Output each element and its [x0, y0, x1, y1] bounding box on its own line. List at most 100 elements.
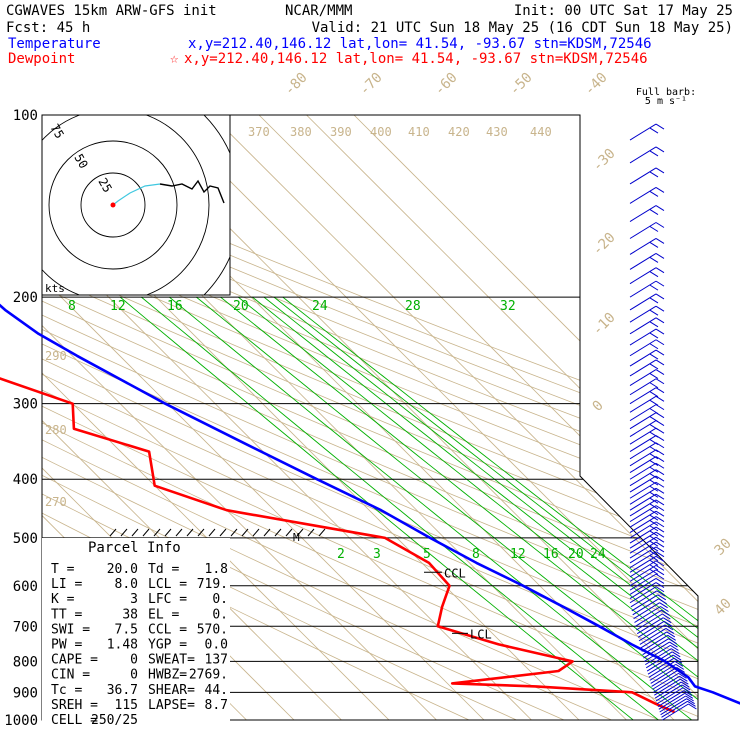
barb-staff	[629, 369, 657, 386]
barb-staff	[629, 521, 657, 539]
hatch-tick	[164, 528, 172, 537]
pressure-label: 300	[13, 397, 38, 413]
barb-staff	[629, 420, 657, 437]
barb-staff	[648, 660, 676, 678]
barb-staff	[629, 487, 657, 505]
barb-flag	[655, 305, 665, 312]
barb-flag	[680, 681, 690, 688]
parcel-row: Tc = 36.7 SHEAR= 44.	[51, 683, 228, 698]
barb-flag	[649, 127, 659, 134]
barb-flag	[655, 280, 665, 287]
barb-staff	[629, 395, 657, 413]
barb-staff	[629, 551, 657, 569]
barb-flag	[655, 222, 665, 228]
barb-flag	[655, 526, 665, 533]
isotherm-line	[163, 115, 698, 720]
parcel-value: 8.7	[205, 698, 228, 713]
barb-flag	[655, 462, 665, 469]
barb-flag	[655, 475, 665, 482]
isotherm-line	[42, 115, 342, 720]
barb-flag	[649, 271, 659, 278]
parcel-key: HWBZ=	[148, 668, 187, 683]
parcel-key: LI =	[51, 577, 82, 592]
valid-time: Valid: 21 UTC Sun 18 May 25 (16 CDT Sun …	[312, 20, 733, 36]
barb-staff	[629, 493, 657, 511]
barb-flag	[662, 617, 672, 624]
dry-adiabat-line	[42, 115, 698, 720]
parcel-row: TT = 38 EL = 0.	[51, 607, 228, 622]
dry-adiabat-line	[42, 115, 660, 720]
barb-flag	[675, 663, 685, 670]
barb-staff	[656, 687, 684, 705]
barb-flag	[655, 186, 665, 193]
mixing-ratio-label: 12	[510, 547, 526, 562]
barb-staff	[637, 620, 665, 638]
wind-barb	[629, 205, 665, 222]
hatch-tick	[131, 528, 139, 537]
theta-label: 280	[45, 423, 67, 437]
barb-flag	[649, 190, 659, 197]
barb-flag	[682, 687, 692, 694]
parcel-value: 0	[130, 653, 138, 668]
hodograph-storm-marker	[110, 202, 116, 208]
barb-flag	[649, 309, 659, 316]
barb-flag	[655, 551, 665, 558]
barb-staff	[649, 663, 677, 681]
barb-flag	[655, 481, 665, 488]
isotherm-line	[211, 115, 698, 720]
wind-barb	[629, 280, 665, 298]
isotherm-label: -80	[282, 70, 311, 99]
barb-staff	[652, 672, 679, 690]
isotherm-label: -50	[507, 70, 536, 99]
barb-flag	[655, 577, 665, 584]
isotherm-line	[0, 115, 9, 720]
barb-staff	[629, 456, 657, 474]
wind-barb	[640, 631, 676, 649]
temperature-profile	[0, 303, 740, 705]
theta-label: 380	[290, 125, 312, 139]
wind-barb	[631, 594, 667, 612]
barb-staff	[629, 546, 657, 564]
dry-adiabat-line	[42, 115, 698, 720]
barb-flag	[655, 505, 665, 512]
barb-flag	[649, 491, 659, 498]
dry-adiabat-line	[42, 115, 698, 720]
barb-flag	[649, 150, 659, 157]
mixing-ratio-label: 16	[167, 299, 183, 314]
mixing-ratio-label: 24	[590, 547, 606, 562]
barb-staff	[629, 516, 657, 533]
barb-staff	[629, 123, 657, 141]
hodograph-ring-label: 25	[95, 176, 114, 196]
isotherm-label: 30	[712, 536, 735, 559]
barb-flag	[655, 237, 665, 244]
wind-barb	[629, 435, 665, 452]
barb-flag	[649, 559, 659, 566]
wind-barb	[644, 644, 679, 662]
barb-flag	[649, 382, 659, 389]
barb-staff	[629, 586, 657, 604]
hatch-tick	[307, 528, 315, 537]
barb-staff	[629, 412, 657, 430]
wind-barb	[629, 505, 665, 523]
barb-flag	[649, 373, 659, 379]
barb-staff	[629, 339, 657, 357]
isotherm-label: -70	[357, 70, 386, 99]
barb-staff	[629, 359, 657, 377]
barb-staff	[635, 609, 662, 627]
theta-label: 420	[448, 125, 470, 139]
parcel-key: CIN =	[51, 668, 90, 683]
barb-flag	[649, 564, 659, 571]
barb-staff	[629, 531, 657, 549]
mixing-ratio-label: 3	[373, 547, 381, 562]
barb-flag	[662, 613, 671, 620]
barb-staff	[629, 560, 657, 578]
barb-staff	[629, 555, 657, 573]
barb-staff	[629, 222, 657, 239]
wind-barb	[654, 681, 690, 699]
hatch-tick	[120, 528, 128, 537]
barb-staff	[662, 703, 689, 721]
theta-label: 290	[45, 349, 67, 363]
parcel-value: 115	[115, 698, 138, 713]
hatch-tick	[109, 528, 117, 537]
